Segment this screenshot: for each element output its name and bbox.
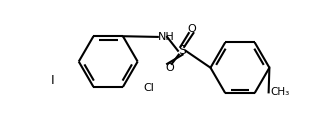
Text: Cl: Cl — [144, 83, 155, 93]
Text: S: S — [178, 44, 186, 57]
Text: CH₃: CH₃ — [270, 87, 289, 97]
Text: O: O — [188, 24, 196, 34]
Text: NH: NH — [158, 32, 174, 42]
Text: I: I — [50, 74, 54, 87]
Text: O: O — [166, 63, 175, 73]
